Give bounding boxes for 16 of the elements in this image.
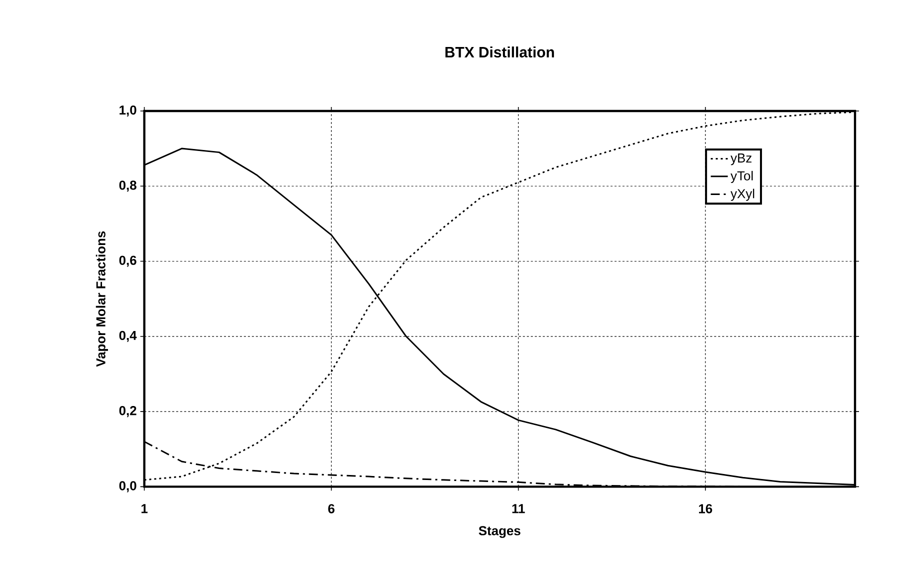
x-tick-label: 16 <box>699 504 712 514</box>
y-tick-label: 0,0 <box>119 481 136 492</box>
y-axis-title: Vapor Molar Fractions <box>96 231 108 367</box>
y-tick-label: 0,4 <box>119 330 137 342</box>
x-tick-label: 6 <box>328 504 334 514</box>
y-tick-label: 1,0 <box>120 105 136 117</box>
y-tick-label: 0,2 <box>119 406 136 418</box>
y-tick-label: 0,6 <box>119 256 136 267</box>
chart-title: BTX Distillation <box>445 46 554 58</box>
legend-label: yBz <box>730 154 752 166</box>
x-tick-label: 11 <box>512 504 525 514</box>
x-tick-label: 1 <box>142 504 148 514</box>
y-tick-label: 0,8 <box>119 180 136 192</box>
legend-label: yXyl <box>730 188 754 201</box>
x-axis-title: Stages <box>478 526 520 538</box>
legend-label: yTol <box>730 170 753 183</box>
